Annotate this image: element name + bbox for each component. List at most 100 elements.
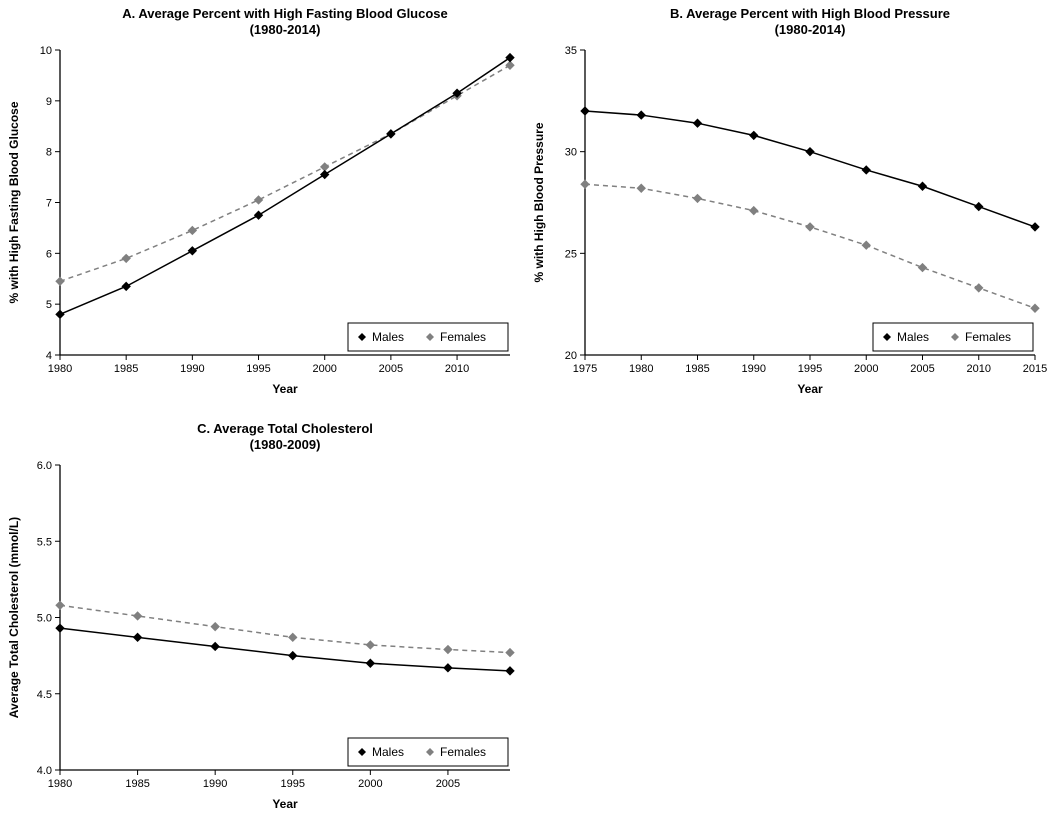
x-tick-label: 2010 [967, 363, 991, 375]
males-marker [255, 211, 263, 219]
females-line [60, 605, 510, 652]
panel-a: A. Average Percent with High Fasting Blo… [0, 0, 525, 415]
males-marker [211, 642, 219, 650]
females-marker [506, 649, 514, 657]
x-tick-label: 1990 [742, 363, 766, 375]
x-tick-label: 2000 [854, 363, 878, 375]
x-tick-label: 1995 [246, 363, 270, 375]
x-tick-label: 2015 [1023, 363, 1047, 375]
chart-title-line2: (1980-2009) [250, 437, 321, 452]
panel-empty [525, 415, 1050, 830]
females-marker [694, 194, 702, 202]
females-marker [1031, 304, 1039, 312]
chart-title-line1: B. Average Percent with High Blood Press… [670, 6, 950, 21]
females-marker [321, 163, 329, 171]
y-tick-label: 35 [565, 45, 577, 57]
females-marker [255, 196, 263, 204]
panel-c: C. Average Total Cholesterol(1980-2009) 1… [0, 415, 525, 830]
x-tick-label: 1975 [573, 363, 597, 375]
x-tick-label: 1995 [281, 778, 305, 790]
y-tick-label: 8 [46, 147, 52, 159]
males-marker [188, 247, 196, 255]
females-marker [122, 254, 130, 262]
x-tick-label: 2005 [436, 778, 460, 790]
x-tick-label: 1985 [114, 363, 138, 375]
y-tick-label: 25 [565, 248, 577, 260]
males-marker [321, 171, 329, 179]
males-line [60, 628, 510, 671]
y-tick-label: 4 [46, 350, 52, 362]
chart-title-line2: (1980-2014) [250, 22, 321, 37]
y-tick-label: 4.5 [37, 689, 52, 701]
y-tick-label: 6 [46, 248, 52, 260]
females-marker [366, 641, 374, 649]
males-marker [122, 282, 130, 290]
males-marker [806, 148, 814, 156]
females-marker [506, 61, 514, 69]
x-tick-label: 1980 [629, 363, 653, 375]
females-marker [806, 223, 814, 231]
chart-title-line1: C. Average Total Cholesterol [197, 421, 373, 436]
males-marker [750, 131, 758, 139]
females-marker [56, 277, 64, 285]
y-axis-label: % with High Fasting Blood Glucose [7, 101, 21, 303]
females-marker [134, 612, 142, 620]
females-marker [975, 284, 983, 292]
x-tick-label: 1980 [48, 778, 72, 790]
females-marker [637, 184, 645, 192]
females-line [60, 65, 510, 281]
x-tick-label: 1990 [203, 778, 227, 790]
x-tick-label: 1990 [180, 363, 204, 375]
females-marker [750, 207, 758, 215]
y-tick-label: 20 [565, 350, 577, 362]
females-marker [919, 264, 927, 272]
legend-females-marker [426, 748, 434, 756]
females-marker [289, 633, 297, 641]
y-tick-label: 9 [46, 96, 52, 108]
legend-females-label: Females [440, 330, 486, 344]
x-tick-label: 1985 [125, 778, 149, 790]
y-axis-label: % with High Blood Pressure [532, 122, 546, 282]
x-tick-label: 2010 [445, 363, 469, 375]
legend-males-marker [358, 748, 366, 756]
females-marker [188, 226, 196, 234]
chart-title-line2: (1980-2014) [775, 22, 846, 37]
males-marker [919, 182, 927, 190]
x-tick-label: 2000 [358, 778, 382, 790]
males-marker [134, 633, 142, 641]
chart-title-line1: A. Average Percent with High Fasting Blo… [122, 6, 448, 21]
y-tick-label: 10 [40, 45, 52, 57]
panel-b: B. Average Percent with High Blood Press… [525, 0, 1050, 415]
legend-males-label: Males [372, 745, 404, 759]
y-tick-label: 4.0 [37, 765, 52, 777]
legend-males-marker [883, 333, 891, 341]
females-marker [211, 623, 219, 631]
y-tick-label: 5 [46, 299, 52, 311]
males-marker [694, 119, 702, 127]
y-tick-label: 6.0 [37, 460, 52, 472]
legend-females-label: Females [965, 330, 1011, 344]
males-marker [366, 659, 374, 667]
x-tick-label: 1985 [685, 363, 709, 375]
y-axis-label: Average Total Cholesterol (mmol/L) [7, 517, 21, 718]
females-marker [862, 241, 870, 249]
males-marker [637, 111, 645, 119]
males-marker [387, 130, 395, 138]
males-marker [1031, 223, 1039, 231]
legend-males-label: Males [372, 330, 404, 344]
legend-females-marker [951, 333, 959, 341]
males-marker [506, 54, 514, 62]
y-tick-label: 30 [565, 147, 577, 159]
y-tick-label: 5.0 [37, 613, 52, 625]
x-tick-label: 2005 [379, 363, 403, 375]
x-tick-label: 2000 [312, 363, 336, 375]
x-tick-label: 1980 [48, 363, 72, 375]
y-tick-label: 7 [46, 198, 52, 210]
males-marker [581, 107, 589, 115]
females-marker [444, 646, 452, 654]
males-marker [56, 624, 64, 632]
x-axis-label: Year [272, 797, 298, 811]
chart-grid: A. Average Percent with High Fasting Blo… [0, 0, 1050, 830]
males-line [585, 111, 1035, 227]
males-marker [975, 203, 983, 211]
